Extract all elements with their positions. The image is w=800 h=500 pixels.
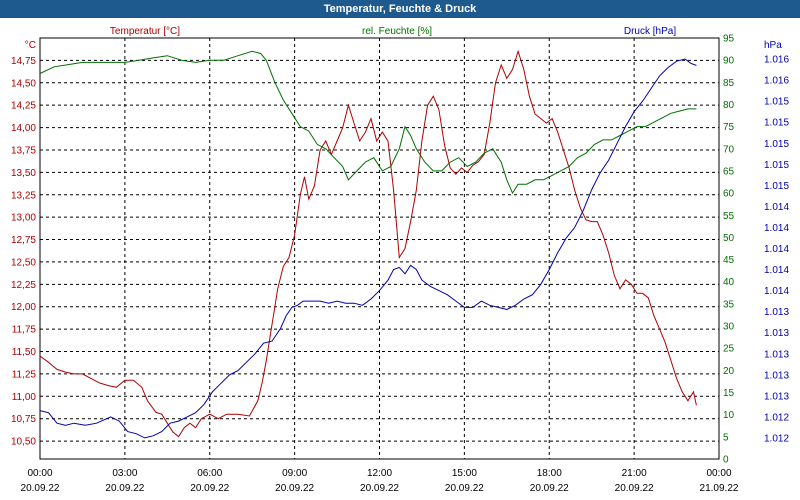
x-tick-date: 20.09.22 bbox=[21, 483, 60, 494]
temp-tick-label: 10,50 bbox=[11, 437, 36, 448]
press-tick-label: 1.013 bbox=[764, 370, 789, 381]
chart-title: Temperatur, Feuchte & Druck bbox=[0, 0, 800, 18]
press-tick-label: 1.012 bbox=[764, 412, 789, 423]
x-tick-date: 20.09.22 bbox=[530, 483, 569, 494]
hum-tick-label: 30 bbox=[723, 322, 735, 333]
hum-tick-label: 40 bbox=[723, 277, 735, 288]
temp-tick-label: 14,75 bbox=[11, 56, 36, 67]
press-tick-label: 1.015 bbox=[764, 118, 789, 129]
press-tick-label: 1.013 bbox=[764, 349, 789, 360]
press-tick-label: 1.014 bbox=[764, 286, 789, 297]
press-axis-unit: hPa bbox=[764, 40, 782, 51]
temp-tick-label: 12,75 bbox=[11, 235, 36, 246]
x-tick-date: 20.09.22 bbox=[360, 483, 399, 494]
hum-tick-label: 80 bbox=[723, 100, 735, 111]
press-tick-label: 1.014 bbox=[764, 202, 789, 213]
press-tick-label: 1.013 bbox=[764, 307, 789, 318]
press-tick-label: 1.014 bbox=[764, 223, 789, 234]
hum-tick-label: 65 bbox=[723, 166, 735, 177]
hum-tick-label: 60 bbox=[723, 189, 735, 200]
series-line-hum bbox=[39, 50, 697, 195]
x-tick-date: 20.09.22 bbox=[105, 483, 144, 494]
x-tick-date: 20.09.22 bbox=[615, 483, 654, 494]
hum-tick-label: 70 bbox=[723, 144, 735, 155]
hum-tick-label: 75 bbox=[723, 122, 735, 133]
x-tick-date: 20.09.22 bbox=[445, 483, 484, 494]
press-tick-label: 1.016 bbox=[764, 55, 789, 66]
temp-tick-label: 11,50 bbox=[12, 347, 37, 358]
x-tick-date: 20.09.22 bbox=[275, 483, 314, 494]
press-tick-label: 1.013 bbox=[764, 328, 789, 339]
press-tick-label: 1.015 bbox=[764, 160, 789, 171]
temp-tick-label: 11,25 bbox=[12, 369, 37, 380]
hum-tick-label: 45 bbox=[723, 255, 735, 266]
hum-tick-label: 5 bbox=[723, 432, 729, 443]
press-tick-label: 1.016 bbox=[764, 76, 789, 87]
temp-tick-label: 13,75 bbox=[11, 145, 36, 156]
x-tick-time: 15:00 bbox=[452, 468, 477, 479]
labels-group: 00:00 20.09.22 03:00 20.09.22 06:00 20.09.22 0… bbox=[11, 26, 789, 494]
legend-entry: Druck [hPa] bbox=[624, 26, 676, 37]
temp-tick-label: 11,00 bbox=[12, 392, 37, 403]
temp-tick-label: 13,50 bbox=[11, 168, 36, 179]
series-group bbox=[39, 49, 697, 439]
x-tick-time: 12:00 bbox=[367, 468, 392, 479]
x-tick-time: 06:00 bbox=[197, 468, 222, 479]
temp-tick-label: 14,50 bbox=[11, 78, 36, 89]
x-tick-time: 00:00 bbox=[27, 468, 52, 479]
x-tick-date: 20.09.22 bbox=[190, 483, 229, 494]
temp-axis-unit: °C bbox=[25, 40, 36, 51]
temp-tick-label: 12,50 bbox=[11, 257, 36, 268]
series-line-press bbox=[39, 58, 697, 439]
temp-tick-label: 13,00 bbox=[11, 213, 36, 224]
temp-tick-label: 14,00 bbox=[11, 123, 36, 134]
press-tick-label: 1.013 bbox=[764, 391, 789, 402]
hum-tick-label: 95 bbox=[723, 34, 735, 45]
x-tick-time: 00:00 bbox=[706, 468, 731, 479]
temp-tick-label: 11,75 bbox=[12, 325, 37, 336]
temp-tick-label: 13,25 bbox=[11, 190, 36, 201]
x-tick-time: 03:00 bbox=[112, 468, 137, 479]
temp-tick-label: 14,25 bbox=[11, 101, 36, 112]
hum-tick-label: 15 bbox=[723, 388, 735, 399]
hum-tick-label: 35 bbox=[723, 299, 735, 310]
press-tick-label: 1.015 bbox=[764, 97, 789, 108]
legend-entry: Temperatur [°C] bbox=[110, 26, 180, 37]
hum-tick-label: 10 bbox=[723, 410, 735, 421]
grid bbox=[40, 38, 719, 459]
hum-tick-label: 0 bbox=[723, 455, 729, 466]
press-tick-label: 1.015 bbox=[764, 139, 789, 150]
temp-tick-label: 10,75 bbox=[11, 414, 36, 425]
hum-tick-label: 85 bbox=[723, 78, 735, 89]
temp-tick-label: 12,25 bbox=[11, 280, 36, 291]
x-tick-time: 09:00 bbox=[282, 468, 307, 479]
press-tick-label: 1.014 bbox=[764, 244, 789, 255]
hum-tick-label: 25 bbox=[723, 344, 735, 355]
x-tick-date: 21.09.22 bbox=[700, 483, 739, 494]
hum-tick-label: 90 bbox=[723, 56, 735, 67]
temp-tick-label: 12,00 bbox=[11, 302, 36, 313]
press-tick-label: 1.012 bbox=[764, 433, 789, 444]
press-tick-label: 1.014 bbox=[764, 265, 789, 276]
hum-tick-label: 20 bbox=[723, 366, 735, 377]
x-tick-time: 21:00 bbox=[622, 468, 647, 479]
press-tick-label: 1.015 bbox=[764, 181, 789, 192]
hum-tick-label: 55 bbox=[723, 211, 735, 222]
legend-entry: rel. Feuchte [%] bbox=[362, 26, 432, 37]
x-tick-time: 18:00 bbox=[537, 468, 562, 479]
series-line-temp bbox=[39, 49, 697, 438]
hum-tick-label: 50 bbox=[723, 233, 735, 244]
